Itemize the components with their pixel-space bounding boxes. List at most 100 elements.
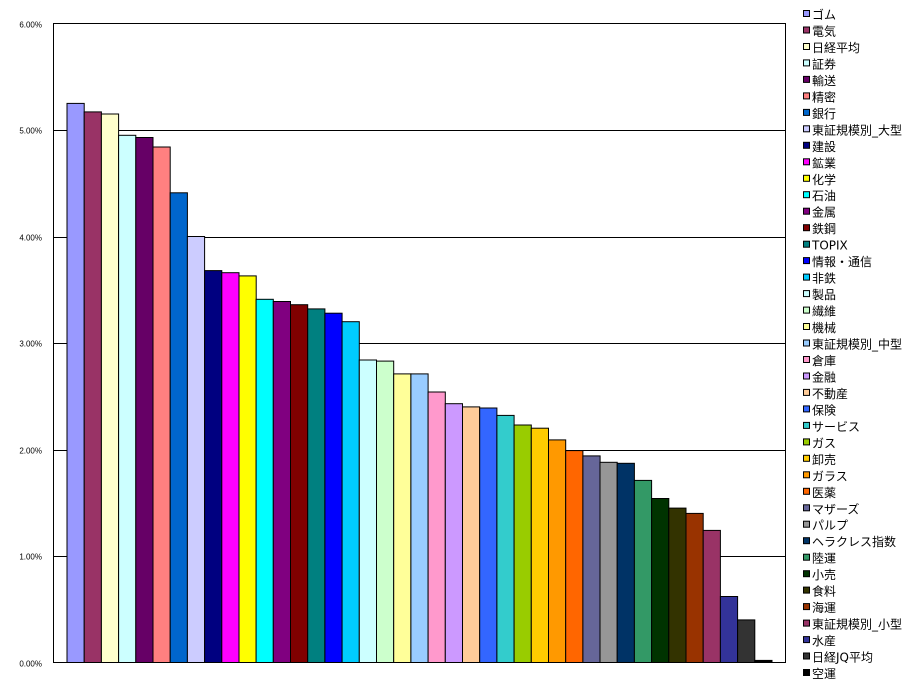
bar-30	[565, 450, 584, 663]
legend-swatch	[803, 520, 810, 528]
legend-label: 化学	[812, 172, 836, 187]
bar-20	[393, 373, 412, 663]
legend-swatch	[803, 619, 810, 627]
legend-swatch	[803, 207, 810, 215]
legend-swatch	[803, 158, 810, 166]
legend-swatch	[803, 487, 810, 495]
legend-swatch	[803, 26, 810, 34]
legend-label: 石油	[812, 189, 836, 203]
legend-swatch	[803, 323, 810, 330]
legend-item: 東証規模別_大型	[803, 122, 902, 137]
y-tick-label: 2.00%	[19, 447, 42, 456]
legend-label: 精密	[812, 89, 836, 104]
legend-label: 空運	[812, 667, 836, 681]
legend-swatch	[803, 339, 810, 347]
bar-3	[100, 113, 120, 663]
legend-swatch	[803, 43, 810, 50]
legend-label: 海運	[812, 600, 836, 615]
legend-swatch	[803, 75, 810, 83]
bar-25	[479, 407, 498, 663]
legend-label: 製品	[812, 288, 836, 302]
bar-34	[633, 479, 653, 663]
legend-label: 卸売	[812, 452, 836, 467]
legend-item: 日経平均	[803, 41, 860, 55]
legend-label: 倉庫	[812, 353, 836, 368]
legend-swatch	[803, 290, 810, 298]
legend-label: 東証規模別_中型	[812, 337, 902, 352]
legend-swatch	[803, 454, 810, 462]
legend-item: パルプ	[803, 519, 848, 533]
bar-4	[118, 134, 137, 664]
legend-swatch	[803, 240, 810, 248]
legend-item: 鉄鋼	[803, 221, 836, 236]
legend-item: 東証規模別_中型	[803, 337, 902, 352]
legend-item: 医薬	[803, 486, 836, 500]
bar-12	[255, 298, 274, 663]
bar-17	[341, 321, 360, 663]
legend-label: 証券	[812, 56, 836, 71]
legend-item: 水産	[803, 633, 836, 648]
legend-item: 繊維	[803, 305, 836, 319]
legend-item: 金融	[803, 370, 836, 385]
legend-item: 海運	[803, 600, 836, 615]
legend-label: ガラス	[812, 469, 848, 483]
legend-label: 保険	[812, 403, 836, 417]
y-tick-label: 5.00%	[19, 127, 42, 136]
legend-item: 東証規模別_小型	[803, 617, 902, 632]
bar-27	[513, 424, 532, 663]
bar-13	[272, 301, 291, 663]
legend-label: マザーズ	[812, 501, 859, 516]
legend-label: 非鉄	[812, 271, 836, 286]
bar-2	[83, 111, 102, 663]
bar-11	[238, 275, 257, 663]
bar-10	[221, 272, 240, 663]
bar-24	[462, 406, 481, 663]
legend-swatch	[803, 191, 810, 199]
legend-item: 建設	[803, 139, 836, 154]
bar-22	[427, 391, 446, 663]
legend-swatch	[803, 504, 810, 512]
legend-swatch	[803, 586, 810, 594]
legend-swatch	[803, 652, 810, 660]
legend-item: 化学	[803, 172, 836, 187]
bar-1	[66, 102, 85, 663]
legend-swatch	[803, 669, 810, 676]
legend-label: 陸運	[812, 552, 836, 566]
legend-swatch	[803, 388, 810, 396]
bar-29	[548, 439, 567, 663]
bar-19	[376, 360, 395, 663]
legend-label: 日経平均	[812, 41, 860, 55]
legend-label: 医薬	[812, 486, 836, 500]
legend-label: 水産	[812, 633, 836, 648]
legend-swatch	[803, 421, 810, 429]
legend-item: 機械	[803, 320, 836, 335]
bar-5	[135, 137, 154, 663]
legend-item: 不動産	[803, 386, 848, 401]
legend-label: 食料	[812, 584, 836, 599]
legend-label: 繊維	[812, 305, 836, 319]
bar-33	[616, 462, 635, 663]
legend-item: 保険	[803, 403, 836, 417]
legend-label: 情報・通信	[812, 255, 872, 269]
legend-label: パルプ	[812, 519, 848, 533]
legend-item: ガス	[803, 436, 836, 450]
legend-label: TOPIX	[811, 239, 848, 253]
legend-label: 銀行	[812, 107, 836, 121]
bar-32	[599, 461, 618, 663]
legend-swatch	[803, 108, 810, 116]
legend-swatch	[803, 306, 810, 314]
legend-item: 銀行	[803, 107, 836, 121]
legend-item: 鉱業	[803, 155, 836, 170]
legend-label: 機械	[812, 320, 836, 335]
bar-14	[290, 304, 309, 663]
legend-label: 鉄鋼	[812, 221, 836, 236]
legend-item: マザーズ	[803, 501, 859, 516]
legend-swatch	[803, 273, 810, 281]
legend-swatch	[803, 356, 810, 363]
legend-label: 日経JQ平均	[812, 651, 873, 665]
legend-label: 金融	[812, 370, 836, 385]
bar-7	[169, 192, 188, 664]
legend-label: 東証規模別_大型	[812, 122, 902, 137]
